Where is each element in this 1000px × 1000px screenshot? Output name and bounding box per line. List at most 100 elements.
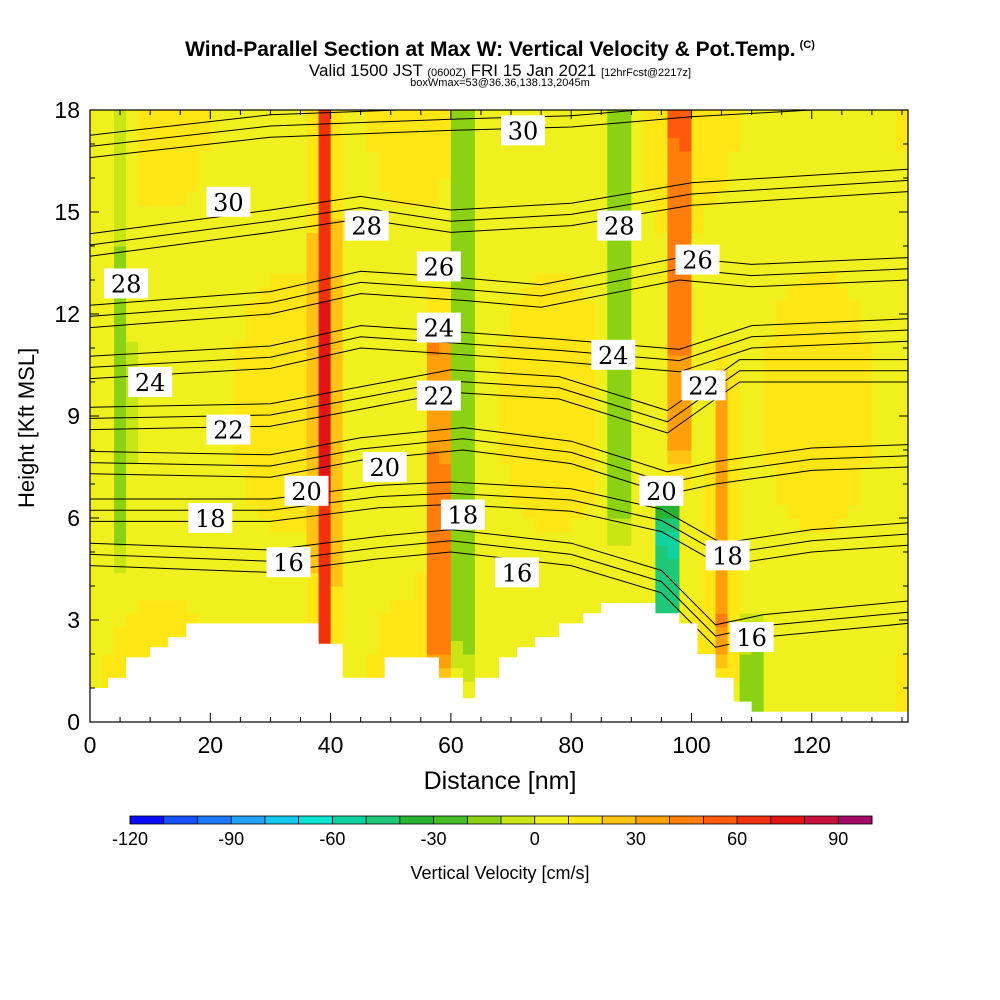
velocity-cell [294,436,308,451]
velocity-cell [595,395,608,410]
velocity-cell [222,450,235,465]
velocity-cell [895,422,908,437]
velocity-cell [631,409,644,424]
colorbar-swatch [231,816,265,824]
velocity-cell [150,504,163,519]
velocity-cell [390,586,404,601]
velocity-cell [883,626,897,641]
velocity-cell [571,531,584,546]
velocity-cell [739,477,753,492]
velocity-cell [318,218,332,233]
velocity-cell [811,518,825,533]
velocity-cell [895,463,908,478]
velocity-cell [438,409,452,424]
velocity-cell [342,654,356,669]
velocity-cell [198,286,211,301]
velocity-cell [823,382,837,397]
velocity-cell [282,123,296,138]
contour-label: 30 [508,117,539,145]
velocity-cell [366,586,380,601]
velocity-cell [727,422,741,437]
velocity-cell [799,246,813,261]
velocity-cell [751,545,765,560]
velocity-cell [138,531,151,546]
velocity-cell [150,150,163,165]
velocity-cell [535,273,548,288]
velocity-cell [859,246,873,261]
velocity-cell [438,599,452,614]
velocity-cell [895,354,908,369]
velocity-cell [847,545,861,560]
velocity-cell [523,150,536,165]
velocity-cell [222,572,235,587]
velocity-cell [186,286,199,301]
velocity-cell [294,341,308,356]
velocity-cell [270,164,284,179]
velocity-cell [691,123,705,138]
velocity-cell [715,218,729,233]
velocity-cell [90,626,103,641]
velocity-cell [270,382,284,397]
velocity-cell [751,572,765,587]
velocity-cell [186,259,199,274]
velocity-cell [294,463,308,478]
velocity-cell [631,164,644,179]
velocity-cell [619,518,632,533]
velocity-cell [186,368,199,383]
velocity-cell [294,586,308,601]
velocity-cell [246,300,260,315]
velocity-cell [186,545,199,560]
velocity-cell [835,409,849,424]
velocity-cell [703,599,717,614]
velocity-cell [859,422,873,437]
velocity-cell [222,150,235,165]
velocity-cell [402,504,416,519]
velocity-cell [306,531,320,546]
velocity-cell [342,314,356,329]
velocity-cell [619,123,632,138]
velocity-cell [342,518,356,533]
velocity-cell [883,178,897,193]
velocity-cell [799,450,813,465]
velocity-cell [859,178,873,193]
velocity-cell [871,626,885,641]
velocity-cell [703,518,717,533]
velocity-cell [462,599,476,614]
velocity-cell [619,463,632,478]
velocity-cell [775,178,789,193]
velocity-cell [727,490,741,505]
velocity-cell [270,286,284,301]
velocity-cell [499,422,512,437]
velocity-cell [210,341,223,356]
velocity-cell [643,327,656,342]
velocity-cell [246,395,260,410]
velocity-cell [523,626,536,641]
velocity-cell [775,327,789,342]
velocity-cell [138,626,151,641]
velocity-cell [559,586,572,601]
velocity-cell [499,150,512,165]
velocity-cell [715,205,729,220]
velocity-cell [775,150,789,165]
velocity-cell [222,259,235,274]
velocity-cell [823,191,837,206]
velocity-cell [607,273,620,288]
velocity-cell [643,286,656,301]
velocity-cell [643,246,656,261]
velocity-cell [474,395,488,410]
velocity-cell [751,450,765,465]
velocity-cell [787,123,801,138]
velocity-cell [787,368,801,383]
velocity-cell [462,191,476,206]
velocity-cell [306,504,320,519]
colorbar-tick-label: -90 [218,829,244,849]
velocity-cell [775,300,789,315]
velocity-cell [511,504,524,519]
velocity-cell [114,137,127,152]
velocity-cell [390,518,404,533]
velocity-cell [727,368,741,383]
colorbar-swatch [298,816,333,824]
colorbar-swatch [804,816,839,824]
velocity-cell [222,354,235,369]
velocity-cell [174,205,187,220]
